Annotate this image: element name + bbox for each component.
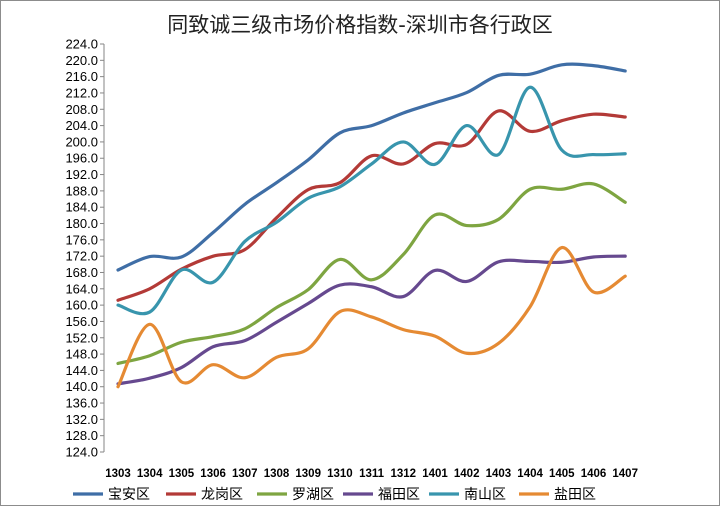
legend-item-1: 宝安区: [73, 487, 150, 503]
y-tick-label: 176.0: [65, 232, 98, 247]
legend-item-3: 罗湖区: [257, 487, 334, 503]
y-tick-label: 192.0: [65, 167, 98, 182]
legend: 宝安区 龙岗区 罗湖区 福田区 南山区 盐田区: [73, 487, 596, 503]
x-tick-label: 1303: [105, 468, 131, 480]
series-line-3: [116, 181, 627, 366]
legend-item-6: 盐田区: [519, 487, 596, 503]
x-tick-label: 1407: [612, 468, 638, 480]
x-tick-label: 1309: [295, 468, 321, 480]
y-tick-label: 128.0: [65, 428, 98, 443]
y-tick-label: 164.0: [65, 281, 98, 296]
y-tick-label: 208.0: [65, 102, 98, 117]
y-tick-label: 148.0: [65, 347, 98, 362]
x-tick-label: 1406: [581, 468, 607, 480]
x-tick-label: 1402: [454, 468, 480, 480]
x-tick-label: 1305: [169, 468, 195, 480]
y-tick-label: 152.0: [65, 330, 98, 345]
y-tick-label: 216.0: [65, 69, 98, 84]
series-line-2: [116, 109, 627, 302]
legend-label: 福田区: [378, 487, 420, 503]
y-tick-label: 144.0: [65, 363, 98, 378]
chart-title: 同致诚三级市场价格指数-深圳市各行政区: [167, 13, 553, 37]
y-tick-label: 212.0: [65, 85, 98, 100]
legend-label: 南山区: [464, 487, 506, 503]
x-tick-label: 1401: [422, 468, 448, 480]
y-tick-label: 156.0: [65, 314, 98, 329]
y-tick-label: 224.0: [65, 37, 98, 52]
y-tick-label: 132.0: [65, 412, 98, 427]
x-tick-label: 1311: [359, 468, 385, 480]
x-tick-label: 1310: [327, 468, 353, 480]
y-tick-label: 168.0: [65, 265, 98, 280]
legend-item-4: 福田区: [343, 487, 420, 503]
y-tick-label: 200.0: [65, 134, 98, 149]
legend-label: 宝安区: [108, 487, 150, 503]
legend-label: 龙岗区: [201, 487, 243, 503]
series-line-1: [116, 62, 627, 272]
y-tick-label: 180.0: [65, 216, 98, 231]
legend-label: 盐田区: [554, 487, 596, 503]
series-layer: [116, 62, 627, 389]
y-tick-label: 188.0: [65, 183, 98, 198]
x-tick-label: 1308: [264, 468, 290, 480]
x-axis: 1303 1304 1305 1306 1307 1308 1309 1310 1311 1312…: [105, 468, 638, 480]
x-tick-label: 1312: [391, 468, 417, 480]
y-tick-label: 124.0: [65, 445, 98, 460]
x-tick-label: 1307: [232, 468, 258, 480]
y-tick-label: 136.0: [65, 396, 98, 411]
x-tick-label: 1405: [549, 468, 575, 480]
y-tick-label: 184.0: [65, 200, 98, 215]
x-tick-label: 1304: [137, 468, 163, 480]
series-line-4: [116, 254, 627, 386]
y-tick-label: 160.0: [65, 298, 98, 313]
x-tick-label: 1403: [486, 468, 512, 480]
series-line-5: [116, 85, 627, 316]
y-tick-label: 172.0: [65, 249, 98, 264]
y-tick-label: 196.0: [65, 151, 98, 166]
legend-label: 罗湖区: [292, 487, 334, 503]
series-line-6: [116, 245, 627, 389]
y-tick-label: 220.0: [65, 53, 98, 68]
x-tick-label: 1404: [517, 468, 543, 480]
x-tick-label: 1306: [200, 468, 226, 480]
y-tick-label: 140.0: [65, 379, 98, 394]
legend-item-2: 龙岗区: [166, 487, 243, 503]
y-tick-label: 204.0: [65, 118, 98, 133]
legend-item-5: 南山区: [429, 487, 506, 503]
